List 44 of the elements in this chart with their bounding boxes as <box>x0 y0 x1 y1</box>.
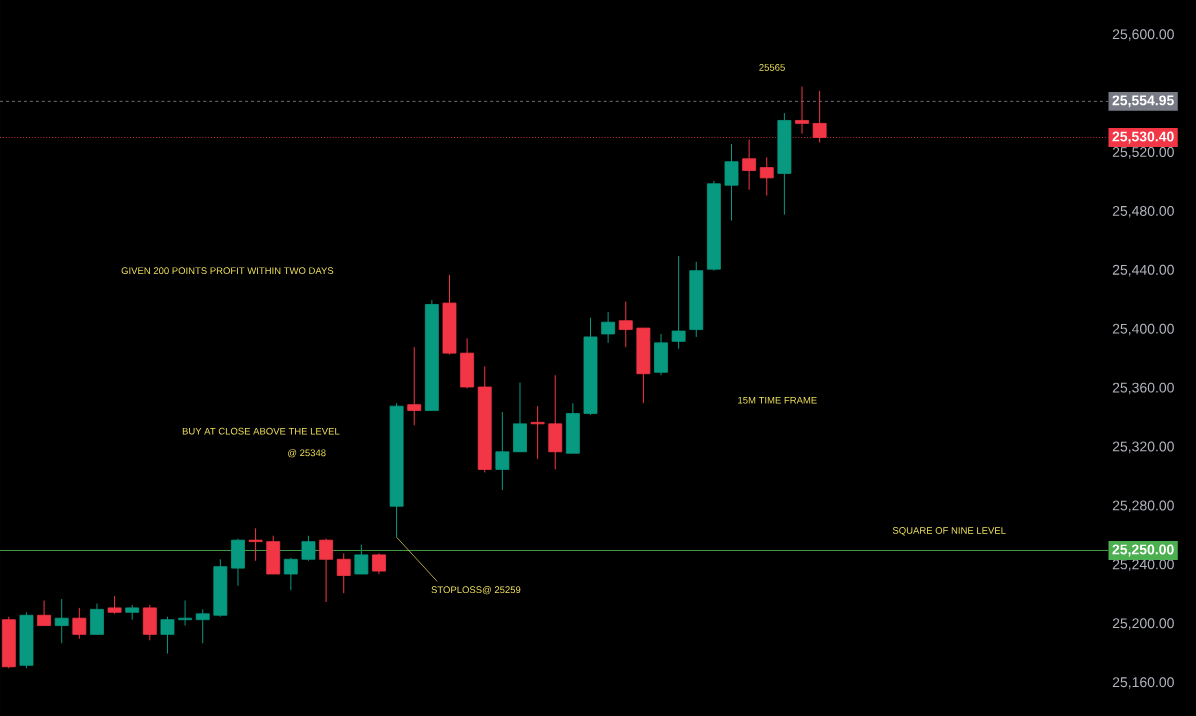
candlestick <box>195 608 210 644</box>
y-tick-label: 25,360.00 <box>1112 382 1174 395</box>
ref-line-label: 25,530.40 <box>1112 131 1174 144</box>
annotation: @ 25348 <box>288 449 326 458</box>
y-tick-label: 25,240.00 <box>1112 559 1174 571</box>
candlestick <box>37 600 51 627</box>
y-tick-label: 25,200.00 <box>1112 618 1174 630</box>
candlestick <box>178 600 193 627</box>
annotation: GIVEN 200 POINTS PROFIT WITHIN TWO DAYS <box>121 267 334 275</box>
candlestick <box>248 527 263 562</box>
candlestick <box>354 544 369 575</box>
candlestick <box>742 139 757 191</box>
candlestick <box>372 552 386 575</box>
y-tick-label: 25,520.00 <box>1112 147 1174 159</box>
y-tick-label: 25,160.00 <box>1112 677 1174 689</box>
candlestick <box>283 557 298 591</box>
annotation: BUY AT CLOSE ABOVE THE LEVEL <box>182 427 340 435</box>
annotation: SQUARE OF NINE LEVEL <box>892 527 1006 536</box>
candlestick <box>319 538 334 603</box>
ref-line-label: 25,554.95 <box>1112 95 1174 108</box>
annotation: 15M TIME FRAME <box>738 396 817 404</box>
y-tick-label: 25,280.00 <box>1112 500 1174 513</box>
candlestick <box>160 616 175 655</box>
candlestick <box>407 346 422 426</box>
candlestick <box>724 143 739 222</box>
candlestick <box>671 255 686 350</box>
candlestick <box>72 607 87 640</box>
annotation: STOPLOSS@ 25259 <box>431 586 521 595</box>
candlestick <box>530 405 545 460</box>
candlestick <box>618 301 633 348</box>
y-tick-label: 25,440.00 <box>1112 264 1174 277</box>
y-tick-label: 25,400.00 <box>1112 323 1174 336</box>
annotation: 25565 <box>759 64 785 71</box>
candlestick <box>601 311 616 344</box>
candlestick <box>301 535 316 562</box>
candlestick <box>54 598 69 644</box>
y-tick-label: 25,320.00 <box>1112 441 1174 454</box>
y-tick-label: 25,480.00 <box>1112 205 1174 218</box>
candlestick <box>795 86 809 135</box>
candlestick <box>759 156 774 197</box>
candlestick <box>495 411 510 491</box>
ref-line-label: 25,250.00 <box>1112 544 1174 557</box>
y-tick-label: 25,600.00 <box>1112 29 1174 41</box>
candlestick <box>336 552 351 594</box>
